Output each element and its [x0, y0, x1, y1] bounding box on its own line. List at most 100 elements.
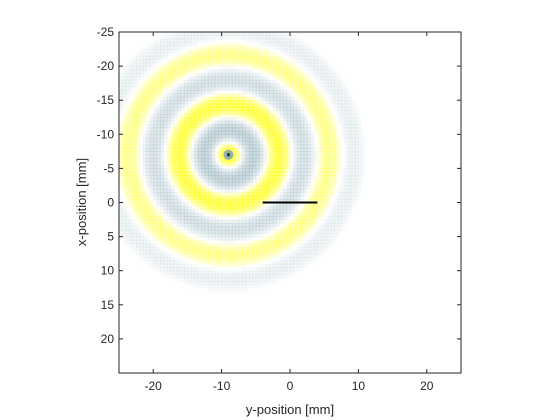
field-cell: [156, 59, 161, 64]
y-tick-label: -15: [97, 93, 115, 107]
field-cell: [207, 86, 212, 91]
field-cell: [228, 100, 233, 105]
field-cell: [344, 89, 349, 94]
field-cell: [290, 83, 295, 88]
field-cell: [348, 127, 353, 132]
field-cell: [337, 199, 342, 204]
field-cell: [327, 229, 332, 234]
field-cell: [266, 270, 271, 275]
field-cell: [214, 212, 219, 217]
field-cell: [293, 120, 298, 125]
field-cell: [166, 107, 171, 112]
field-cell: [197, 93, 202, 98]
field-cell: [204, 89, 209, 94]
field-cell: [211, 45, 216, 50]
field-cell: [337, 222, 342, 227]
field-cell: [156, 178, 161, 183]
field-cell: [283, 195, 288, 200]
field-cell: [156, 175, 161, 180]
field-cell: [331, 127, 336, 132]
field-cell: [122, 171, 127, 176]
field-cell: [139, 151, 144, 156]
field-cell: [149, 137, 154, 142]
field-cell: [173, 55, 178, 60]
field-cell: [248, 96, 253, 101]
field-cell: [201, 270, 206, 275]
field-cell: [354, 178, 359, 183]
field-cell: [149, 253, 154, 258]
field-cell: [183, 253, 188, 258]
field-cell: [317, 202, 322, 207]
field-cell: [204, 274, 209, 279]
field-cell: [272, 66, 277, 71]
field-cell: [310, 144, 315, 149]
field-cell: [146, 154, 151, 159]
field-cell: [293, 233, 298, 238]
field-cell: [320, 161, 325, 166]
field-cell: [293, 247, 297, 251]
field-cell: [228, 182, 233, 187]
field-cell: [310, 188, 315, 193]
field-cell: [170, 110, 175, 115]
field-cell: [129, 243, 134, 248]
field-cell: [307, 144, 312, 149]
field-cell: [324, 66, 329, 71]
field-cell: [183, 158, 188, 163]
field-cell: [235, 83, 240, 88]
field-cell: [218, 107, 223, 112]
field-cell: [207, 250, 212, 255]
field-cell: [290, 69, 295, 74]
field-cell: [307, 83, 312, 88]
field-cell: [331, 83, 336, 88]
field-cell: [132, 79, 137, 84]
field-cell: [197, 270, 202, 275]
source-marker: [227, 153, 230, 157]
field-cell: [266, 209, 271, 214]
field-cell: [286, 240, 291, 245]
field-cell: [327, 240, 332, 245]
field-cell: [201, 250, 206, 255]
field-cell: [218, 236, 223, 241]
field-cell: [136, 154, 141, 159]
field-cell: [279, 96, 284, 101]
field-cell: [228, 219, 233, 224]
field-cell: [136, 79, 141, 84]
field-cell: [201, 229, 206, 234]
field-cell: [183, 83, 188, 88]
field-cell: [218, 49, 223, 54]
field-cell: [293, 35, 298, 40]
field-cell: [358, 175, 363, 180]
field-cell: [245, 178, 250, 183]
field-cell: [286, 49, 291, 54]
field-cell: [214, 151, 219, 156]
field-cell: [269, 45, 274, 50]
field-cell: [201, 195, 206, 200]
field-cell: [238, 175, 243, 180]
field-cell: [248, 171, 253, 176]
field-cell: [341, 100, 346, 105]
field-cell: [354, 175, 359, 180]
field-cell: [341, 185, 346, 190]
field-cell: [142, 188, 147, 193]
field-cell: [266, 89, 271, 94]
field-cell: [279, 66, 284, 71]
field-cell: [344, 175, 349, 180]
field-cell: [276, 246, 281, 251]
field-cell: [180, 229, 185, 234]
field-cell: [170, 192, 175, 197]
field-cell: [262, 107, 267, 112]
field-cell: [238, 49, 243, 54]
field-cell: [177, 127, 182, 132]
field-cell: [337, 117, 342, 122]
field-cell: [293, 83, 298, 88]
field-cell: [231, 107, 236, 112]
field-cell: [276, 188, 281, 193]
field-cell: [221, 127, 226, 132]
field-cell: [293, 69, 298, 74]
field-cell: [160, 110, 165, 115]
field-cell: [156, 141, 161, 146]
field-cell: [283, 222, 288, 227]
field-cell: [207, 267, 212, 272]
field-cell: [149, 164, 154, 169]
field-cell: [222, 240, 226, 244]
